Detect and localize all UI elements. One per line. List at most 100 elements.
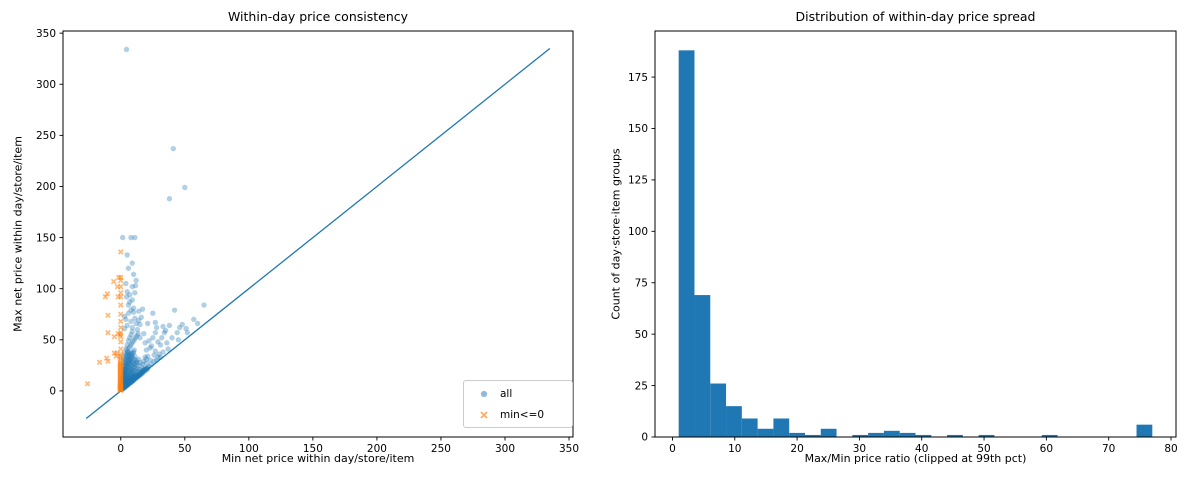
scatter-point-all xyxy=(123,369,129,376)
scatter-point-all xyxy=(128,307,134,313)
scatter-point-all xyxy=(124,377,130,384)
scatter-point-all xyxy=(132,315,138,322)
scatter-point-all xyxy=(183,325,189,332)
scatter-point-all xyxy=(123,377,129,384)
scatter-point-all xyxy=(127,343,134,349)
scatter-point-all xyxy=(171,307,178,313)
scatter-point-all xyxy=(128,350,134,356)
scatter-point-all xyxy=(153,324,160,331)
scatter-point-all xyxy=(125,364,132,371)
right-y-tick-label: 75 xyxy=(635,277,648,289)
scatter-point-all xyxy=(134,362,140,369)
scatter-point-all xyxy=(160,323,166,330)
scatter-point-all xyxy=(123,382,130,388)
histogram-bar xyxy=(773,418,790,437)
left-y-tick-label: 300 xyxy=(36,79,56,91)
scatter-point-all xyxy=(132,372,139,379)
scatter-point-all xyxy=(128,375,135,382)
scatter-point-all xyxy=(124,347,130,353)
scatter-point-all xyxy=(128,377,135,384)
scatter-point-all xyxy=(150,335,156,341)
histogram-bar xyxy=(915,434,932,437)
scatter-point-all xyxy=(130,350,136,356)
scatter-point-all xyxy=(133,359,139,365)
scatter-point-all xyxy=(127,355,134,361)
scatter-point-all xyxy=(123,346,129,352)
scatter-point-all xyxy=(146,338,152,344)
scatter-point-all xyxy=(143,347,150,353)
scatter-point-all xyxy=(166,196,173,202)
scatter-point-min-le-0 xyxy=(117,302,124,308)
histogram-bar xyxy=(710,383,727,437)
scatter-point-all xyxy=(123,280,129,287)
right-x-tick-label: 20 xyxy=(790,443,803,455)
scatter-point-all xyxy=(129,367,135,374)
scatter-point-all xyxy=(132,375,138,382)
scatter-point-all xyxy=(128,379,135,385)
histogram-bars xyxy=(678,50,1153,437)
scatter-point-all xyxy=(130,367,137,374)
scatter-point-all xyxy=(122,375,128,382)
scatter-point-all xyxy=(125,361,132,368)
scatter-point-all xyxy=(143,356,150,362)
left-x-tick-label: 150 xyxy=(303,443,323,455)
scatter-point-all xyxy=(129,376,135,383)
right-y-tick-label: 100 xyxy=(628,226,648,238)
scatter-point-all xyxy=(124,374,130,381)
scatter-point-all xyxy=(159,335,165,341)
scatter-point-all xyxy=(134,373,140,380)
scatter-point-all xyxy=(123,383,130,389)
scatter-point-all xyxy=(122,382,128,388)
scatter-point-all xyxy=(135,368,142,375)
scatter-point-all xyxy=(131,373,137,380)
scatter-point-all xyxy=(122,368,128,375)
histogram-bar xyxy=(820,428,837,437)
scatter-point-all xyxy=(128,379,134,385)
scatter-point-all xyxy=(121,313,128,319)
scatter-point-all xyxy=(135,372,142,379)
right-y-tick-label: 150 xyxy=(628,123,648,135)
scatter-point-all xyxy=(128,352,135,358)
scatter-point-min-le-0 xyxy=(117,346,124,352)
scatter-point-all xyxy=(201,302,207,308)
scatter-point-all xyxy=(128,363,135,370)
scatter-point-all xyxy=(125,265,132,271)
scatter-point-all xyxy=(160,349,166,355)
scatter-point-all xyxy=(132,282,139,289)
scatter-point-all xyxy=(191,316,197,323)
scatter-point-all xyxy=(147,345,153,351)
scatter-point-all xyxy=(125,358,131,364)
right-x-tick-label: 0 xyxy=(669,443,676,455)
scatter-point-all xyxy=(132,353,138,359)
scatter-point-all xyxy=(129,354,135,360)
scatter-point-min-le-0 xyxy=(117,351,124,357)
scatter-point-all xyxy=(129,377,135,384)
scatter-point-all xyxy=(127,379,133,385)
scatter-point-min-le-0 xyxy=(96,359,103,366)
scatter-point-all xyxy=(130,339,136,345)
scatter-point-all xyxy=(133,372,139,379)
scatter-point-all xyxy=(132,371,138,378)
scatter-point-all xyxy=(132,374,138,381)
scatter-point-all xyxy=(125,349,131,355)
scatter-point-all xyxy=(133,374,139,381)
histogram-bar xyxy=(694,295,711,437)
scatter-point-all xyxy=(128,318,134,325)
left-x-tick-label: 250 xyxy=(431,443,451,455)
scatter-point-all xyxy=(127,365,134,372)
left-chart-title: Within-day price consistency xyxy=(227,9,409,24)
scatter-point-all xyxy=(127,351,133,357)
scatter-point-all xyxy=(152,319,159,326)
right-plot: 0 10 20 30 40 50 60 70 80 0 25 50 75 100 125 150 175 xyxy=(628,30,1178,455)
scatter-point-all xyxy=(132,290,138,296)
scatter-point-all xyxy=(139,368,145,375)
scatter-point-all xyxy=(123,46,130,53)
scatter-point-all xyxy=(127,380,133,386)
histogram-bar xyxy=(678,50,695,437)
scatter-point-all xyxy=(141,367,147,374)
legend-x-glyph xyxy=(480,410,488,419)
scatter-point-all xyxy=(138,371,144,377)
left-x-tick-label: 0 xyxy=(117,443,124,455)
scatter-point-all xyxy=(127,357,134,363)
scatter-point-all xyxy=(130,349,137,355)
